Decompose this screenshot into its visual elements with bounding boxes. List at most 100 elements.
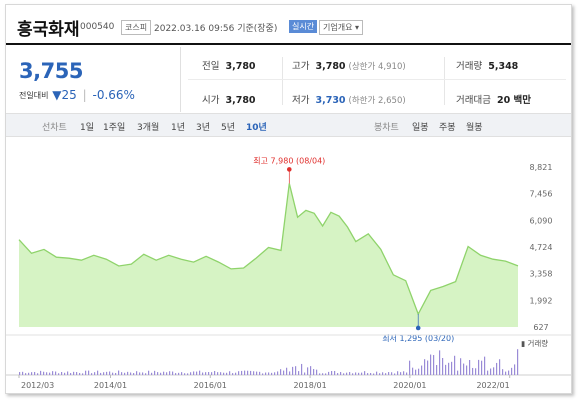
volume-bar [139, 372, 141, 375]
volume-bar [367, 373, 369, 375]
price-chart[interactable]: 8,821 7,456 6,090 4,724 3,358 1,992 627 최고 7,98… [6, 145, 571, 393]
volume-bar [424, 359, 426, 375]
volume-bar [445, 364, 447, 375]
volume-bar [295, 366, 297, 375]
volume-bar [403, 371, 405, 375]
volume-bar [430, 354, 432, 375]
volume-bar [136, 371, 138, 375]
volume-bar [301, 363, 303, 375]
volume-bar [25, 373, 27, 375]
company-overview-button[interactable]: 기업개요 ▾ [319, 20, 363, 35]
period-1d[interactable]: 1일 [80, 123, 95, 133]
period-1y[interactable]: 1년 [171, 123, 186, 133]
volume-bar [64, 372, 66, 375]
x-tick-label: 2012/03 [21, 381, 54, 390]
low-value: 3,730 [315, 95, 346, 106]
volume-bar [79, 372, 81, 375]
volume-bar [229, 371, 231, 375]
y-tick-label: 4,724 [530, 243, 553, 252]
volume-bar [292, 366, 294, 375]
period-10y[interactable]: 10년 [246, 123, 267, 133]
volume-bar [112, 372, 114, 375]
volume-bar [106, 371, 108, 375]
volume-bar [277, 371, 279, 375]
current-price: 3,755 [19, 59, 83, 83]
volume-label: 거래량 [456, 61, 483, 72]
volume-bar [328, 371, 330, 375]
candle-chart-label: 봉차트 [374, 123, 399, 133]
volume-bar [121, 372, 123, 375]
volume-bar [76, 372, 78, 375]
volume-bar [211, 372, 213, 375]
volume-bar [235, 372, 237, 375]
quote-details: 전일 3,780 고가 3,780 (상한가 4,910) 거래량 5,348 시가 3,… [182, 47, 571, 112]
volume-bar [175, 373, 177, 375]
volume-bar [247, 370, 249, 375]
volume-bar [460, 358, 462, 375]
period-3m[interactable]: 3개월 [137, 123, 160, 133]
volume-bar [427, 360, 429, 375]
prev-close-label: 전일 [202, 61, 220, 72]
volume-bar [172, 371, 174, 375]
volume-bar [271, 372, 273, 375]
volume-bar [370, 373, 372, 375]
volume-bar [346, 372, 348, 375]
volume-bar [382, 372, 384, 375]
volume-bar [478, 359, 480, 375]
volume-bar [250, 370, 252, 375]
period-5y[interactable]: 5년 [221, 123, 236, 133]
trade-value: 거래대금 20 백만 [456, 92, 531, 106]
volume-bar [193, 371, 195, 375]
volume-bar [283, 370, 285, 375]
volume-bar [466, 365, 468, 375]
volume-bar [181, 372, 183, 375]
volume-bar [412, 367, 414, 375]
y-tick-label: 1,992 [530, 296, 553, 305]
volume-bar [94, 372, 96, 375]
volume-bar [496, 362, 498, 375]
volume-bar [454, 355, 456, 375]
quote-datetime: 2022.03.16 09:56 기준(장중) [154, 24, 278, 34]
y-tick-label: 6,090 [530, 216, 553, 225]
stock-widget: 흥국화재 000540 코스피 2022.03.16 09:56 기준(장중) … [5, 4, 572, 394]
volume-bar [505, 371, 507, 375]
volume-bar [442, 358, 444, 375]
volume-bar [43, 371, 45, 375]
company-name[interactable]: 흥국화재 [17, 20, 80, 40]
volume-bar [418, 368, 420, 375]
volume-bar [223, 372, 225, 375]
divider [444, 57, 445, 105]
volume-bar [262, 373, 264, 375]
volume-bar [310, 366, 312, 375]
volume-bar [169, 371, 171, 375]
volume-bar [331, 371, 333, 375]
volume-bar [361, 372, 363, 375]
market-badge: 코스피 [121, 20, 152, 35]
divider [282, 57, 283, 105]
upper-limit: (상한가 4,910) [348, 62, 406, 72]
volume-bar [511, 367, 513, 375]
candle-weekly[interactable]: 주봉 [439, 123, 456, 133]
prev-close-value: 3,780 [225, 61, 256, 72]
volume-bar [133, 373, 135, 375]
period-1w[interactable]: 1주일 [103, 123, 126, 133]
volume-bar [298, 371, 300, 375]
realtime-badge[interactable]: 실시간 [289, 20, 318, 33]
period-3y[interactable]: 3년 [196, 123, 211, 133]
volume-bar [124, 372, 126, 375]
volume-bar [394, 373, 396, 375]
volume-bar [421, 365, 423, 375]
volume-bar [415, 369, 417, 375]
volume-bar [160, 372, 162, 375]
volume-bar [334, 370, 336, 375]
max-point [286, 167, 292, 172]
volume-bar [31, 372, 33, 375]
volume-bar [34, 371, 36, 375]
volume-bar [19, 372, 21, 375]
volume-bar [184, 373, 186, 375]
candle-daily[interactable]: 일봉 [412, 123, 429, 133]
y-tick-label: 7,456 [530, 190, 553, 199]
candle-monthly[interactable]: 월봉 [466, 123, 483, 133]
change-percent: -0.66% [92, 88, 135, 102]
volume-bar [325, 373, 327, 375]
